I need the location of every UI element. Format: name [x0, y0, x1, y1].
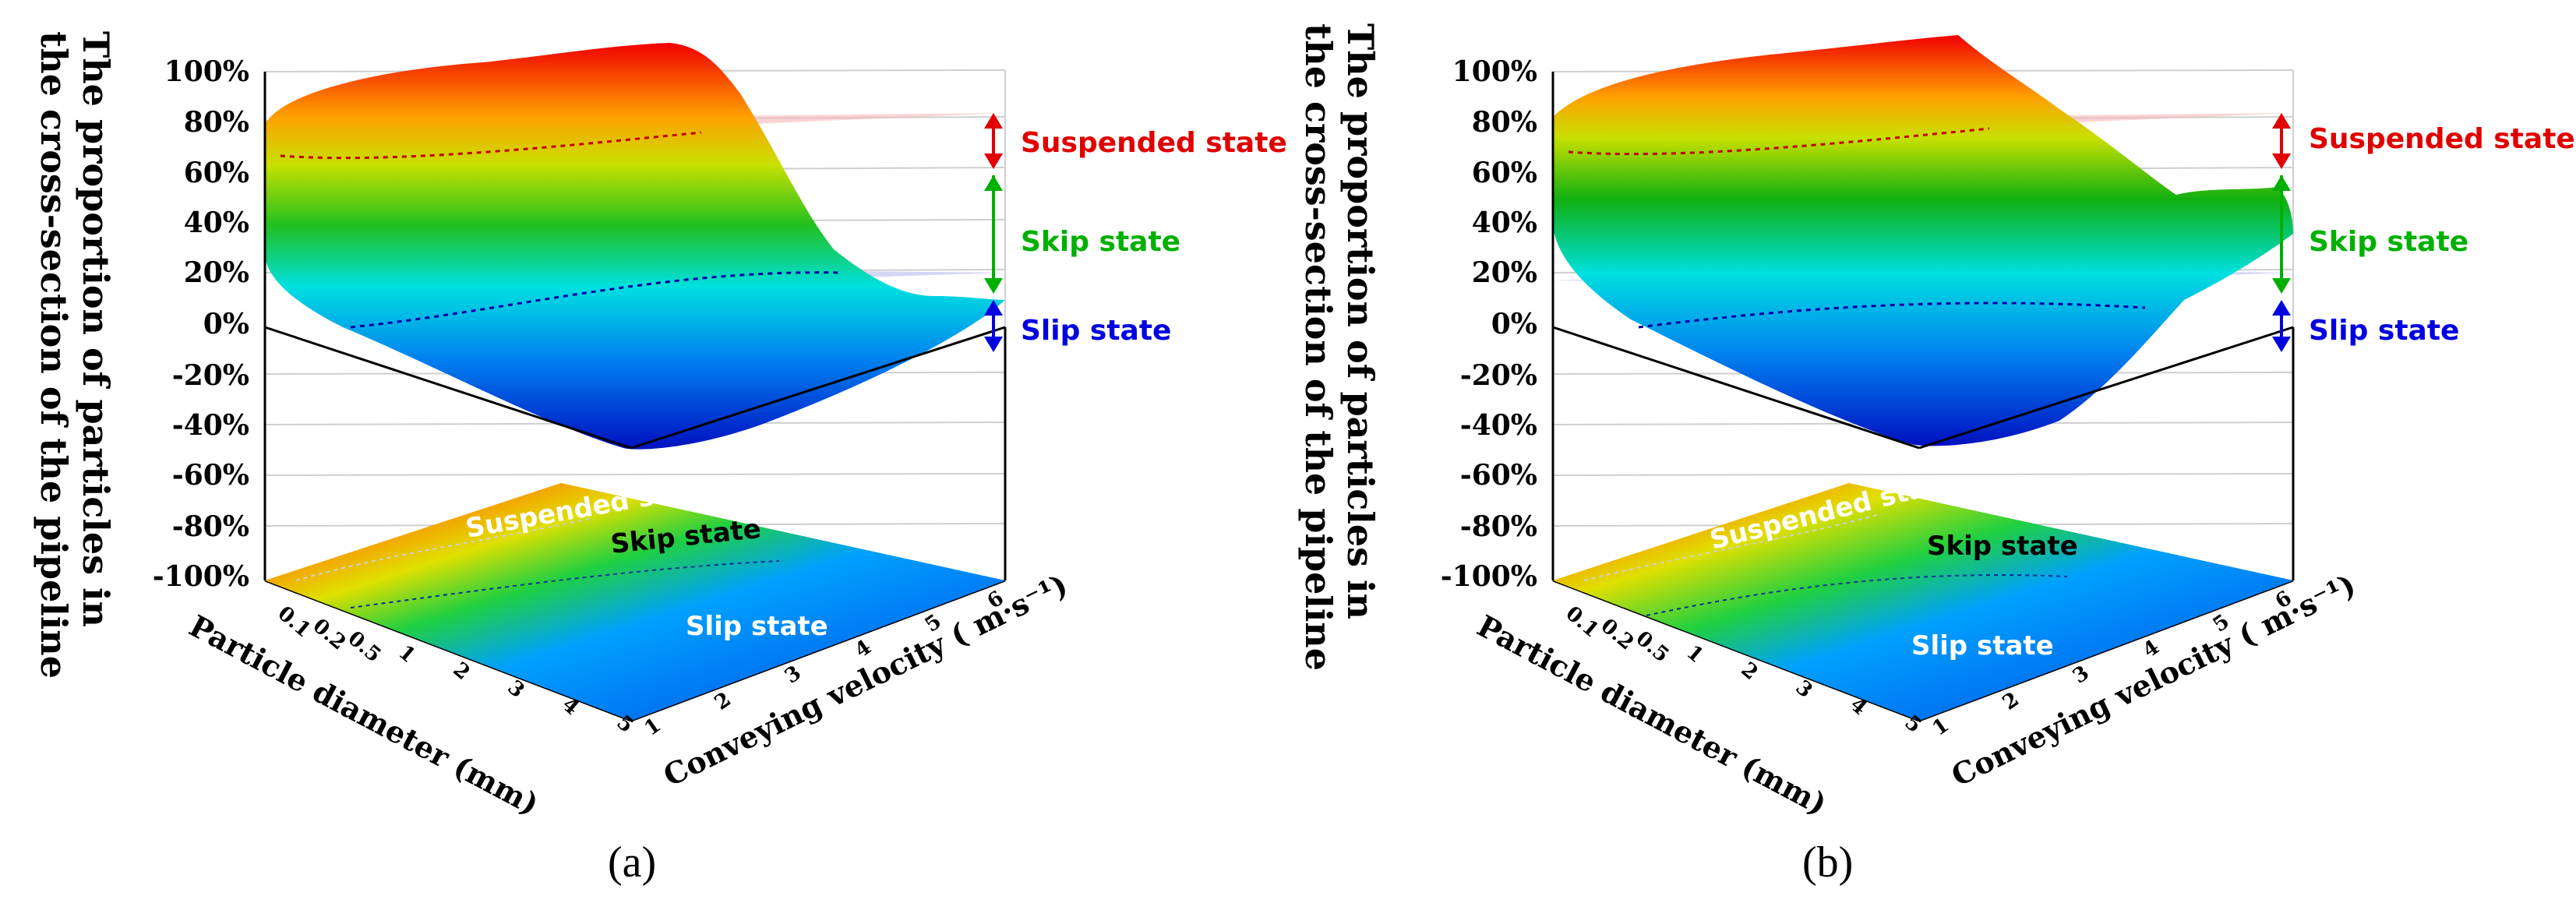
z-ticks: 100% 80% 60% 40% 20% 0% -20% -40% -60% -…: [1441, 55, 1537, 593]
y-tick: 3: [781, 661, 806, 689]
state-slip: Slip state: [2309, 315, 2459, 347]
z-tick: -60%: [172, 459, 249, 492]
z-ticks: 100% 80% 60% 40% 20% 0% -20% -40% -60% -…: [153, 55, 249, 593]
z-tick: -40%: [172, 409, 249, 442]
suspended-contour: [280, 131, 702, 160]
z-tick: 80%: [184, 106, 249, 139]
y-tick: 2: [1999, 688, 2024, 715]
surface-a: [265, 43, 1005, 450]
z-tick: 40%: [1472, 206, 1537, 239]
x-tick: 0.5: [1632, 626, 1674, 667]
z-tick: 0%: [203, 308, 249, 340]
z-tick: -40%: [1460, 409, 1537, 442]
x-tick: 0.1: [273, 601, 316, 642]
suspended-contour: [1568, 127, 1990, 156]
state-legend: Suspended state Skip state Slip state: [2272, 113, 2575, 352]
z-tick: 20%: [184, 256, 249, 289]
x-tick: 0.2: [309, 614, 351, 654]
z-tick: 0%: [1491, 308, 1537, 340]
x-tick: 0.5: [344, 626, 386, 667]
z-tick: 20%: [1472, 256, 1537, 289]
surface-b: [1553, 35, 2293, 446]
state-slip: Slip state: [1021, 315, 1171, 347]
chart-a: 100% 80% 60% 40% 20% 0% -20% -40% -60% -…: [153, 43, 1287, 822]
y-tick: 1: [640, 714, 665, 741]
z-tick: -80%: [172, 510, 249, 543]
z-tick: 60%: [184, 157, 249, 189]
panel-b: The proportion of particles in the cross…: [1288, 0, 2576, 910]
floor-contour-a: [265, 483, 1005, 721]
y-tick: 1: [1928, 714, 1953, 741]
panel-a: The proportion of particles in the cross…: [33, 31, 1287, 887]
z-tick: -20%: [1460, 359, 1537, 392]
state-skip: Skip state: [1021, 226, 1180, 258]
z-tick: -20%: [172, 359, 249, 392]
floor-label-skip: Skip state: [1927, 531, 2078, 562]
state-suspended: Suspended state: [2309, 123, 2575, 155]
slip-contour: [350, 271, 842, 329]
x-tick: 0.2: [1597, 614, 1639, 654]
slip-contour: [1638, 302, 2146, 329]
state-skip: Skip state: [2309, 226, 2468, 258]
z-tick: -80%: [1460, 510, 1537, 543]
caption-a: (a): [608, 838, 657, 887]
state-suspended: Suspended state: [1021, 127, 1287, 159]
x-tick: 2: [449, 658, 475, 685]
z-tick: -100%: [153, 560, 249, 593]
z-tick: 100%: [164, 55, 249, 88]
x-tick: 1: [1682, 640, 1708, 668]
z-tick: -60%: [1460, 459, 1537, 492]
y-tick: 3: [2069, 661, 2094, 689]
z-tick: 80%: [1472, 106, 1537, 139]
chart-b: 100% 80% 60% 40% 20% 0% -20% -40% -60% -…: [1441, 35, 2575, 822]
floor-label-slip: Slip state: [686, 611, 828, 642]
y-tick: 2: [711, 688, 736, 715]
state-legend: Suspended state Skip state Slip state: [984, 113, 1287, 352]
z-tick: 40%: [184, 206, 249, 239]
z-tick: 60%: [1472, 157, 1537, 189]
floor-contour-b: [1553, 483, 2293, 721]
caption-b: (b): [1802, 838, 1854, 887]
z-tick: 100%: [1452, 55, 1537, 88]
z-tick: -100%: [1441, 560, 1537, 593]
x-tick: 2: [1737, 658, 1763, 685]
x-tick: 0.1: [1561, 601, 1604, 642]
x-tick: 1: [394, 640, 420, 668]
floor-label-slip: Slip state: [1911, 630, 2054, 661]
